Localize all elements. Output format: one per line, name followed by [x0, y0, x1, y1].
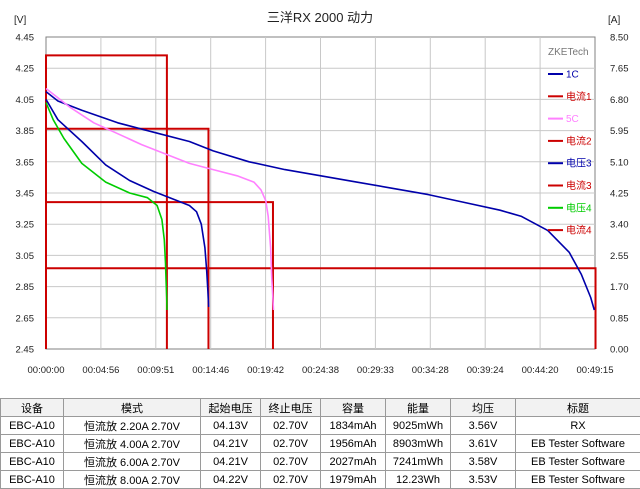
y-left-tick-label: 3.45: [16, 189, 35, 200]
y-right-tick-label: 5.10: [610, 157, 629, 168]
results-table: 设备 模式 起始电压 终止电压 容量 能量 均压 标题 EBC-A10 恒流放 …: [0, 398, 640, 489]
table-row[interactable]: EBC-A10 恒流放 6.00A 2.70V 04.21V 02.70V 20…: [1, 453, 640, 471]
cell-end-voltage: 02.70V: [261, 435, 321, 453]
y-left-tick-label: 3.25: [16, 220, 35, 231]
cell-device: EBC-A10: [1, 417, 64, 435]
y-right-tick-label: 6.80: [610, 95, 629, 106]
y-left-tick-label: 2.85: [16, 282, 35, 293]
cell-energy: 8903mWh: [386, 435, 451, 453]
y-right-tick-label: 2.55: [610, 251, 629, 262]
cell-capacity: 1834mAh: [321, 417, 386, 435]
test-results-table: 设备 模式 起始电压 终止电压 容量 能量 均压 标题 EBC-A10 恒流放 …: [0, 398, 640, 486]
legend-label: 电流2: [566, 134, 592, 147]
y-left-tick-label: 3.65: [16, 157, 35, 168]
cell-end-voltage: 02.70V: [261, 417, 321, 435]
cell-device: EBC-A10: [1, 453, 64, 471]
x-tick-label: 00:39:24: [467, 365, 504, 376]
y-right-tick-label: 0.00: [610, 345, 629, 356]
x-tick-label: 00:29:33: [357, 365, 394, 376]
cell-start-voltage: 04.21V: [201, 453, 261, 471]
cell-end-voltage: 02.70V: [261, 453, 321, 471]
cell-energy: 7241mWh: [386, 453, 451, 471]
col-header-energy[interactable]: 能量: [386, 399, 451, 417]
y-right-tick-label: 4.25: [610, 189, 629, 200]
y-right-tick-label: 5.95: [610, 126, 629, 137]
cell-start-voltage: 04.21V: [201, 435, 261, 453]
y-right-tick-label: 3.40: [610, 220, 629, 231]
legend-label: 电流4: [566, 224, 592, 237]
cell-start-voltage: 04.13V: [201, 417, 261, 435]
col-header-start-voltage[interactable]: 起始电压: [201, 399, 261, 417]
legend-label: 1C: [566, 70, 579, 81]
y-right-unit-label: [A]: [608, 15, 620, 26]
x-tick-label: 00:14:46: [192, 365, 229, 376]
col-header-device[interactable]: 设备: [1, 399, 64, 417]
x-tick-label: 00:09:51: [137, 365, 174, 376]
table-header-row: 设备 模式 起始电压 终止电压 容量 能量 均压 标题: [1, 399, 640, 417]
cell-avg-voltage: 3.56V: [451, 417, 516, 435]
x-tick-label: 00:19:42: [247, 365, 284, 376]
y-right-tick-label: 7.65: [610, 64, 629, 75]
cell-mode: 恒流放 6.00A 2.70V: [64, 453, 201, 471]
table-row[interactable]: EBC-A10 恒流放 2.20A 2.70V 04.13V 02.70V 18…: [1, 417, 640, 435]
x-tick-label: 00:04:56: [82, 365, 119, 376]
chart-canvas: 三洋RX 2000 动力 [V] [A] ZKETech 4.45 4.25 4.05 3.8…: [0, 0, 640, 392]
brand-label: ZKETech: [548, 47, 589, 58]
col-header-capacity[interactable]: 容量: [321, 399, 386, 417]
cell-capacity: 2027mAh: [321, 453, 386, 471]
discharge-chart: 三洋RX 2000 动力 [V] [A] ZKETech 4.45 4.25 4.05 3.8…: [0, 0, 640, 392]
y-right-tick-label: 0.85: [610, 313, 629, 324]
col-header-mode[interactable]: 模式: [64, 399, 201, 417]
x-tick-label: 00:00:00: [28, 365, 65, 376]
y-left-tick-label: 4.05: [16, 95, 35, 106]
cell-title: RX: [516, 417, 640, 435]
cell-device: EBC-A10: [1, 435, 64, 453]
y-left-unit-label: [V]: [14, 15, 26, 26]
cell-avg-voltage: 3.58V: [451, 453, 516, 471]
legend-label: 电流3: [566, 179, 592, 192]
y-left-tick-label: 4.45: [16, 33, 35, 44]
y-right-tick-label: 1.70: [610, 282, 629, 293]
col-header-avg-voltage[interactable]: 均压: [451, 399, 516, 417]
cell-energy: 9025mWh: [386, 417, 451, 435]
col-header-title[interactable]: 标题: [516, 399, 640, 417]
cell-capacity: 1956mAh: [321, 435, 386, 453]
legend-label: 电压3: [566, 157, 592, 170]
x-tick-label: 00:34:28: [412, 365, 449, 376]
y-left-tick-label: 3.85: [16, 126, 35, 137]
x-tick-label: 00:44:20: [522, 365, 559, 376]
legend-label: 电流1: [566, 90, 592, 103]
cell-title: EB Tester Software: [516, 453, 640, 471]
table-row[interactable]: EBC-A10 恒流放 4.00A 2.70V 04.21V 02.70V 19…: [1, 435, 640, 453]
y-left-tick-label: 2.45: [16, 345, 35, 356]
legend-label: 5C: [566, 114, 579, 125]
x-tick-label: 00:24:38: [302, 365, 339, 376]
x-tick-label: 00:49:15: [577, 365, 614, 376]
y-left-tick-label: 3.05: [16, 251, 35, 262]
y-left-tick-label: 2.65: [16, 313, 35, 324]
cell-mode: 恒流放 4.00A 2.70V: [64, 435, 201, 453]
y-left-tick-label: 4.25: [16, 64, 35, 75]
cell-title: EB Tester Software: [516, 435, 640, 453]
y-right-tick-label: 8.50: [610, 33, 629, 44]
cell-mode: 恒流放 2.20A 2.70V: [64, 417, 201, 435]
col-header-end-voltage[interactable]: 终止电压: [261, 399, 321, 417]
legend-label: 电压4: [566, 201, 592, 214]
chart-title: 三洋RX 2000 动力: [267, 10, 373, 25]
cell-avg-voltage: 3.61V: [451, 435, 516, 453]
